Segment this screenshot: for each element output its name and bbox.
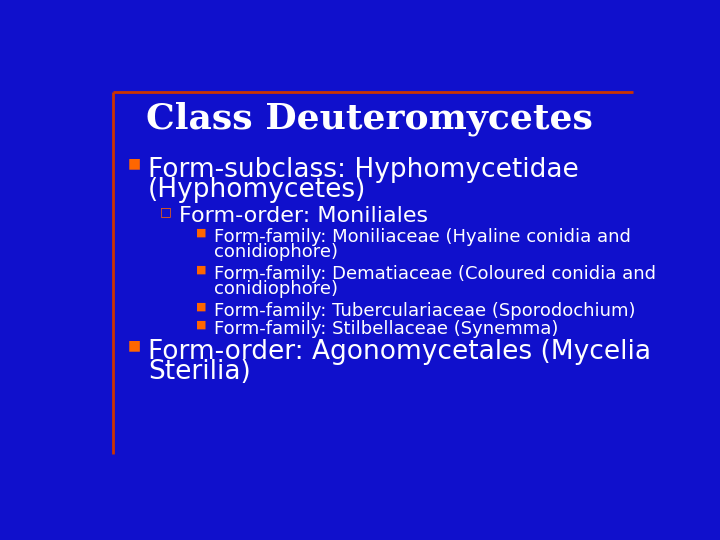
Text: ■: ■ (196, 320, 206, 330)
Text: Form-family: Moniliaceae (Hyaline conidia and: Form-family: Moniliaceae (Hyaline conidi… (214, 228, 631, 246)
Text: Form-family: Stilbellaceae (Synemma): Form-family: Stilbellaceae (Synemma) (214, 320, 559, 339)
Text: Form-subclass: Hyphomycetidae: Form-subclass: Hyphomycetidae (148, 157, 579, 183)
Text: □: □ (160, 205, 172, 218)
Text: (Hyphomycetes): (Hyphomycetes) (148, 177, 366, 203)
Text: ■: ■ (127, 338, 140, 352)
Text: ■: ■ (196, 228, 206, 238)
Text: conidiophore): conidiophore) (214, 280, 338, 299)
Text: Form-order: Agonomycetales (Mycelia: Form-order: Agonomycetales (Mycelia (148, 339, 651, 365)
Text: conidiophore): conidiophore) (214, 244, 338, 261)
Text: ■: ■ (196, 265, 206, 275)
Text: Sterilia): Sterilia) (148, 359, 251, 385)
Text: Form-order: Moniliales: Form-order: Moniliales (179, 206, 428, 226)
Text: ■: ■ (196, 301, 206, 312)
Text: Class Deuteromycetes: Class Deuteromycetes (145, 102, 593, 136)
Text: Form-family: Dematiaceae (Coloured conidia and: Form-family: Dematiaceae (Coloured conid… (214, 265, 656, 283)
Text: Form-family: Tuberculariaceae (Sporodochium): Form-family: Tuberculariaceae (Sporodoch… (214, 302, 636, 320)
Text: ■: ■ (127, 156, 140, 170)
